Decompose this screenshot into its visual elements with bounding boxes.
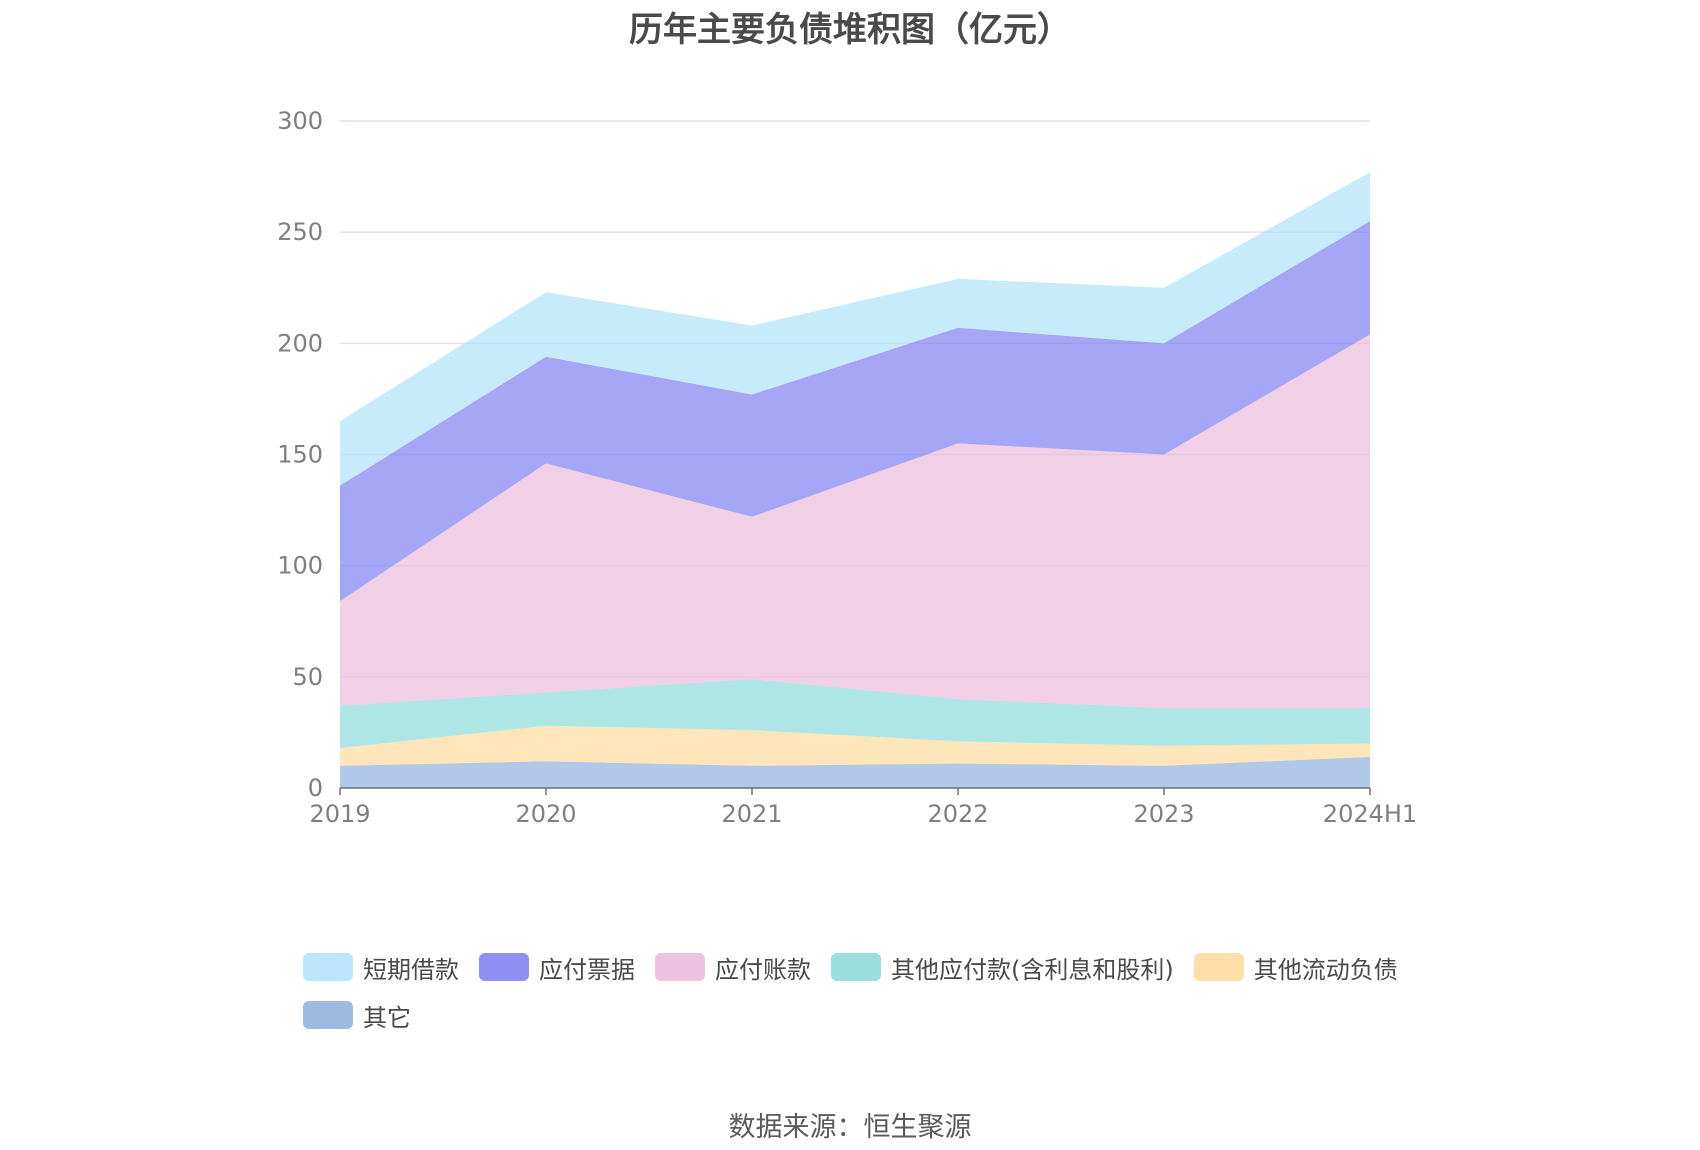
x-tick-label: 2020	[515, 800, 576, 828]
area-series-2	[340, 679, 1370, 748]
legend-swatch	[479, 953, 529, 981]
x-tick-label: 2024H1	[1323, 800, 1417, 828]
legend-label: 其他流动负债	[1253, 955, 1398, 984]
legend: 短期借款 应付票据 应付账款 其他应付款(含利息和股利) 其他流动负债其它	[303, 952, 1443, 1032]
legend-label: 其他应付款(含利息和股利)	[891, 955, 1174, 984]
area-series-5	[340, 172, 1370, 486]
legend-item[interactable]: 应付账款	[655, 952, 811, 984]
legend-item[interactable]: 其他应付款(含利息和股利)	[831, 952, 1174, 984]
legend-label: 短期借款	[363, 955, 459, 984]
legend-swatch	[303, 953, 353, 981]
x-tick-label: 2022	[927, 800, 988, 828]
chart-title: 历年主要负债堆积图（亿元）	[629, 10, 1071, 50]
x-tick-label: 2019	[309, 800, 370, 828]
area-series-0	[340, 756, 1370, 788]
source-note: 数据来源：恒生聚源	[728, 1112, 972, 1143]
legend-swatch	[303, 1001, 353, 1029]
x-tick-label: 2021	[721, 800, 782, 828]
y-tick-label: 250	[277, 218, 323, 246]
y-tick-label: 100	[277, 552, 323, 580]
y-tick-label: 200	[277, 329, 323, 357]
legend-item[interactable]: 应付票据	[479, 952, 635, 984]
legend-item[interactable]: 其他流动负债	[1193, 952, 1398, 984]
y-tick-label: 50	[292, 663, 323, 691]
y-tick-label: 150	[277, 441, 323, 469]
axes: 0 50 100 150 200 250 300 2019 2020 2021 2022 2023 20…	[277, 107, 1417, 828]
x-tick-label: 2023	[1133, 800, 1194, 828]
legend-label: 应付账款	[715, 955, 811, 984]
legend-swatch	[655, 953, 705, 981]
legend-item[interactable]: 其它	[303, 1000, 411, 1032]
area-series-3	[340, 334, 1370, 708]
area-series-4	[340, 221, 1370, 602]
legend-label: 其它	[363, 1003, 411, 1032]
legend-swatch	[1193, 953, 1244, 981]
y-tick-label: 0	[308, 774, 323, 802]
y-tick-label: 300	[277, 107, 323, 135]
area-series-1	[340, 725, 1370, 766]
area-series-layer	[340, 172, 1370, 788]
legend-swatch	[831, 953, 881, 981]
legend-label: 应付票据	[539, 955, 635, 984]
legend-item[interactable]: 短期借款	[303, 952, 459, 984]
